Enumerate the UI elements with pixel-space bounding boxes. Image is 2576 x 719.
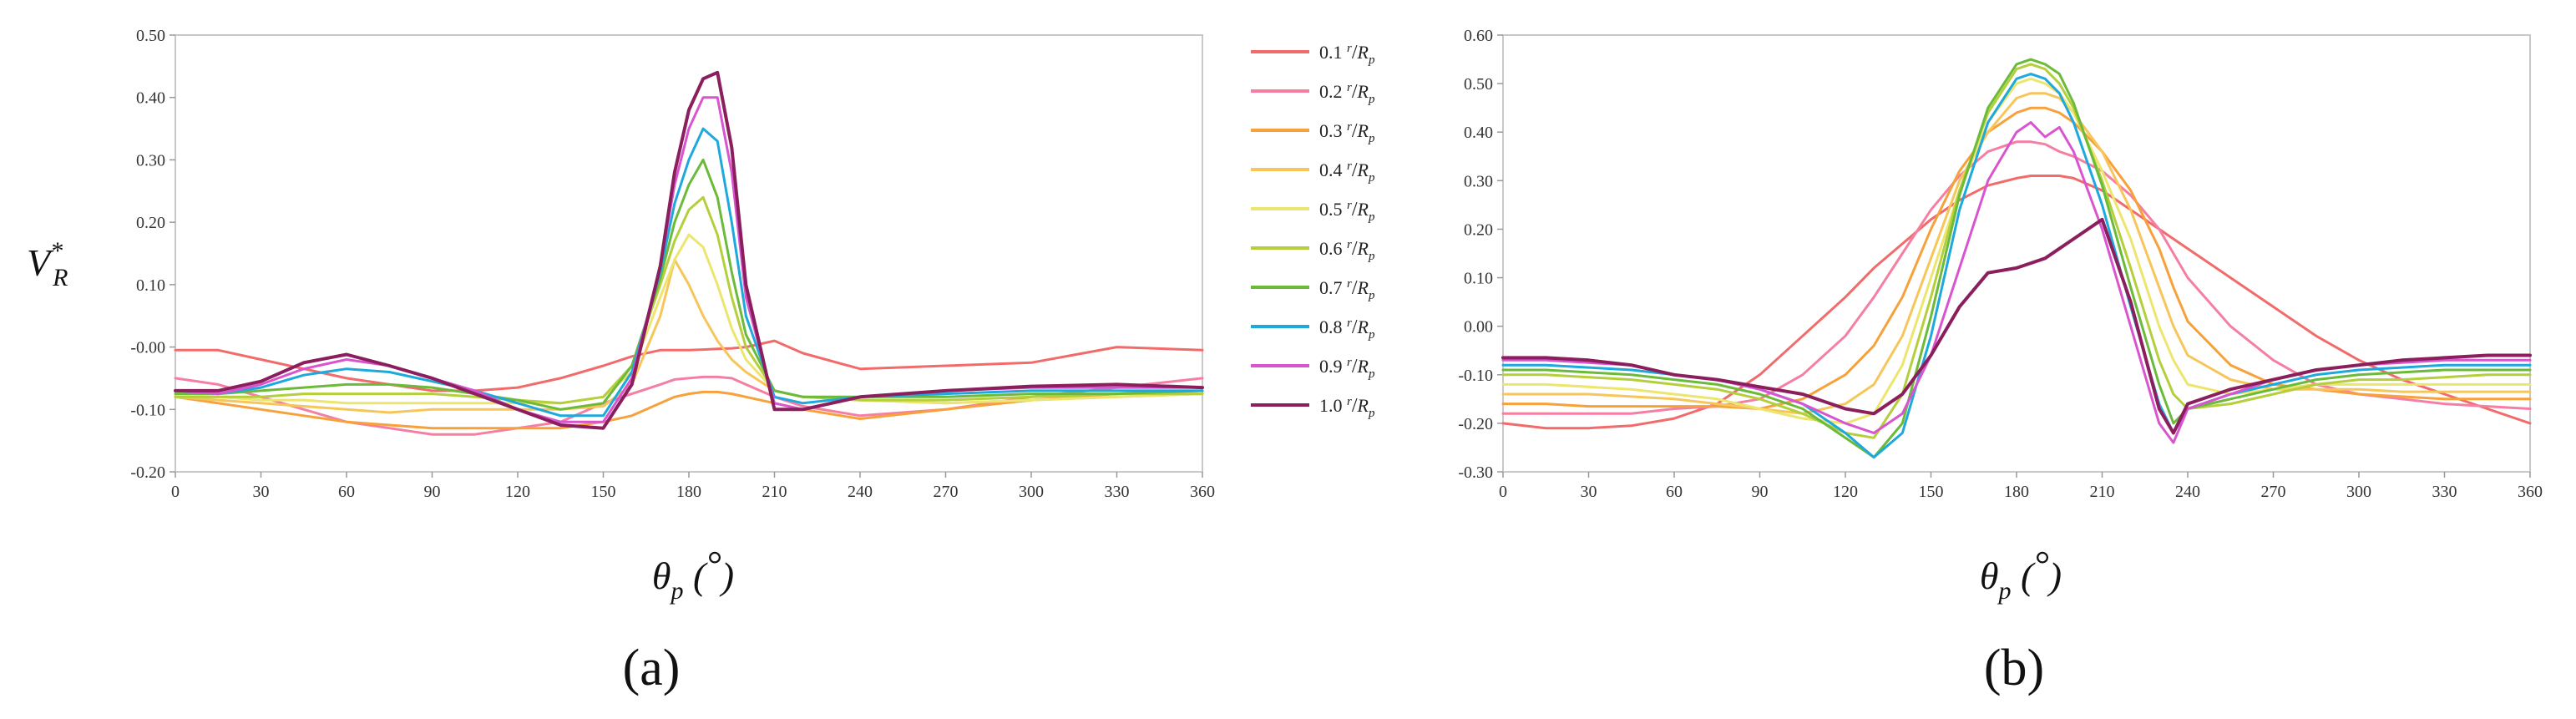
y-tick-label-a: 0.50: [136, 27, 165, 45]
x-tick-label-a: 270: [934, 483, 959, 501]
x-tick-label-a: 360: [1190, 483, 1215, 501]
plot-frame-a: [175, 34, 1203, 473]
x-tick-label-a: 150: [591, 483, 616, 501]
y-tick-label-b: 0.40: [1464, 124, 1493, 142]
series-line-a-0.8: [174, 127, 1204, 418]
x-tick-label-b: 210: [2090, 483, 2115, 501]
y-tick-label-a: -0.00: [130, 339, 165, 357]
y-tick-label-a: 0.40: [136, 89, 165, 108]
y-tick-label-b: -0.20: [1458, 415, 1493, 433]
y-tick-label-b: 0.30: [1464, 172, 1493, 190]
legend-label: 0.2 r/Rp: [1319, 81, 1375, 106]
x-tick-label-a: 300: [1019, 483, 1044, 501]
x-tick-label-a: 30: [253, 483, 270, 501]
series-line-b-0.1: [1501, 175, 2532, 430]
legend: 0.1 r/Rp 0.2 r/Rp 0.3 r/Rp 0.4 r/Rp 0.5 r/Rp…: [1251, 42, 1375, 420]
x-tick-label-b: 0: [1499, 483, 1507, 501]
chart-panel-a: 0 30 60 90 120 150 180 210 240 270 300 330 360 0.50 0.…: [130, 27, 1215, 696]
x-tick-label-a: 0: [171, 483, 180, 501]
x-tick-label-b: 30: [1581, 483, 1597, 501]
legend-label: 0.7 r/Rp: [1319, 277, 1375, 302]
legend-label: 0.4 r/Rp: [1319, 159, 1375, 185]
x-tick-label-b: 90: [1752, 483, 1769, 501]
series-line-a-0.1: [174, 339, 1204, 392]
y-tick-label-a: 0.10: [136, 276, 165, 295]
x-axis-title-b: θp (°): [1980, 543, 2062, 605]
legend-label: 0.3 r/Rp: [1319, 120, 1375, 145]
legend-label: 0.1 r/Rp: [1319, 42, 1375, 67]
series-line-a-1.0: [174, 70, 1204, 430]
y-axis-title-sub: R: [52, 264, 68, 291]
y-tick-label-a: 0.30: [136, 151, 165, 170]
legend-label: 0.8 r/Rp: [1319, 316, 1375, 342]
x-tick-label-a: 60: [338, 483, 355, 501]
x-tick-label-b: 330: [2432, 483, 2457, 501]
y-tick-label-b: 0.60: [1464, 27, 1493, 45]
x-tick-label-b: 120: [1833, 483, 1858, 501]
series-group-b: [1501, 58, 2532, 459]
series-line-b-1.0: [1501, 217, 2532, 435]
y-axis-title-sup: *: [50, 237, 63, 265]
x-tick-label-a: 180: [676, 483, 701, 501]
y-axis-title: V* R: [27, 237, 68, 291]
y-tick-label-b: 0.50: [1464, 75, 1493, 94]
x-tick-label-b: 240: [2175, 483, 2200, 501]
y-tick-label-a: 0.20: [136, 214, 165, 232]
x-tick-label-a: 240: [848, 483, 873, 501]
x-tick-label-b: 180: [2004, 483, 2029, 501]
legend-label: 0.6 r/Rp: [1319, 238, 1375, 263]
y-tick-label-b: 0.00: [1464, 318, 1493, 337]
y-tick-label-b: 0.10: [1464, 270, 1493, 288]
x-axis-title-a: θp (°): [652, 543, 734, 605]
x-tick-label-a: 210: [762, 483, 787, 501]
y-tick-label-b: 0.20: [1464, 220, 1493, 239]
y-tick-label-b: -0.30: [1458, 463, 1493, 482]
series-group-a: [174, 70, 1204, 436]
series-line-a-0.3: [174, 389, 1204, 430]
x-tick-label-b: 300: [2346, 483, 2371, 501]
x-tick-label-b: 150: [1919, 483, 1944, 501]
series-line-b-0.7: [1501, 58, 2532, 459]
x-tick-label-b: 360: [2518, 483, 2543, 501]
x-tick-label-a: 90: [424, 483, 441, 501]
y-tick-label-a: -0.20: [130, 463, 165, 482]
series-line-b-0.6: [1501, 63, 2532, 439]
x-tick-label-a: 330: [1105, 483, 1130, 501]
chart-panel-b: 0 30 60 90 120 150 180 210 240 270 300 330 360 0.60 0.…: [1458, 27, 2543, 696]
legend-label: 0.5 r/Rp: [1319, 199, 1375, 224]
panel-label-b: (b): [1984, 640, 2044, 696]
series-line-b-0.4: [1501, 92, 2532, 415]
x-tick-label-b: 270: [2261, 483, 2286, 501]
legend-label: 1.0 r/Rp: [1319, 395, 1375, 420]
y-tick-label-b: -0.10: [1458, 367, 1493, 385]
y-tick-label-a: -0.10: [130, 401, 165, 419]
panel-label-a: (a): [623, 640, 681, 696]
x-tick-label-a: 120: [505, 483, 530, 501]
x-tick-label-b: 60: [1666, 483, 1683, 501]
legend-label: 0.9 r/Rp: [1319, 356, 1375, 381]
